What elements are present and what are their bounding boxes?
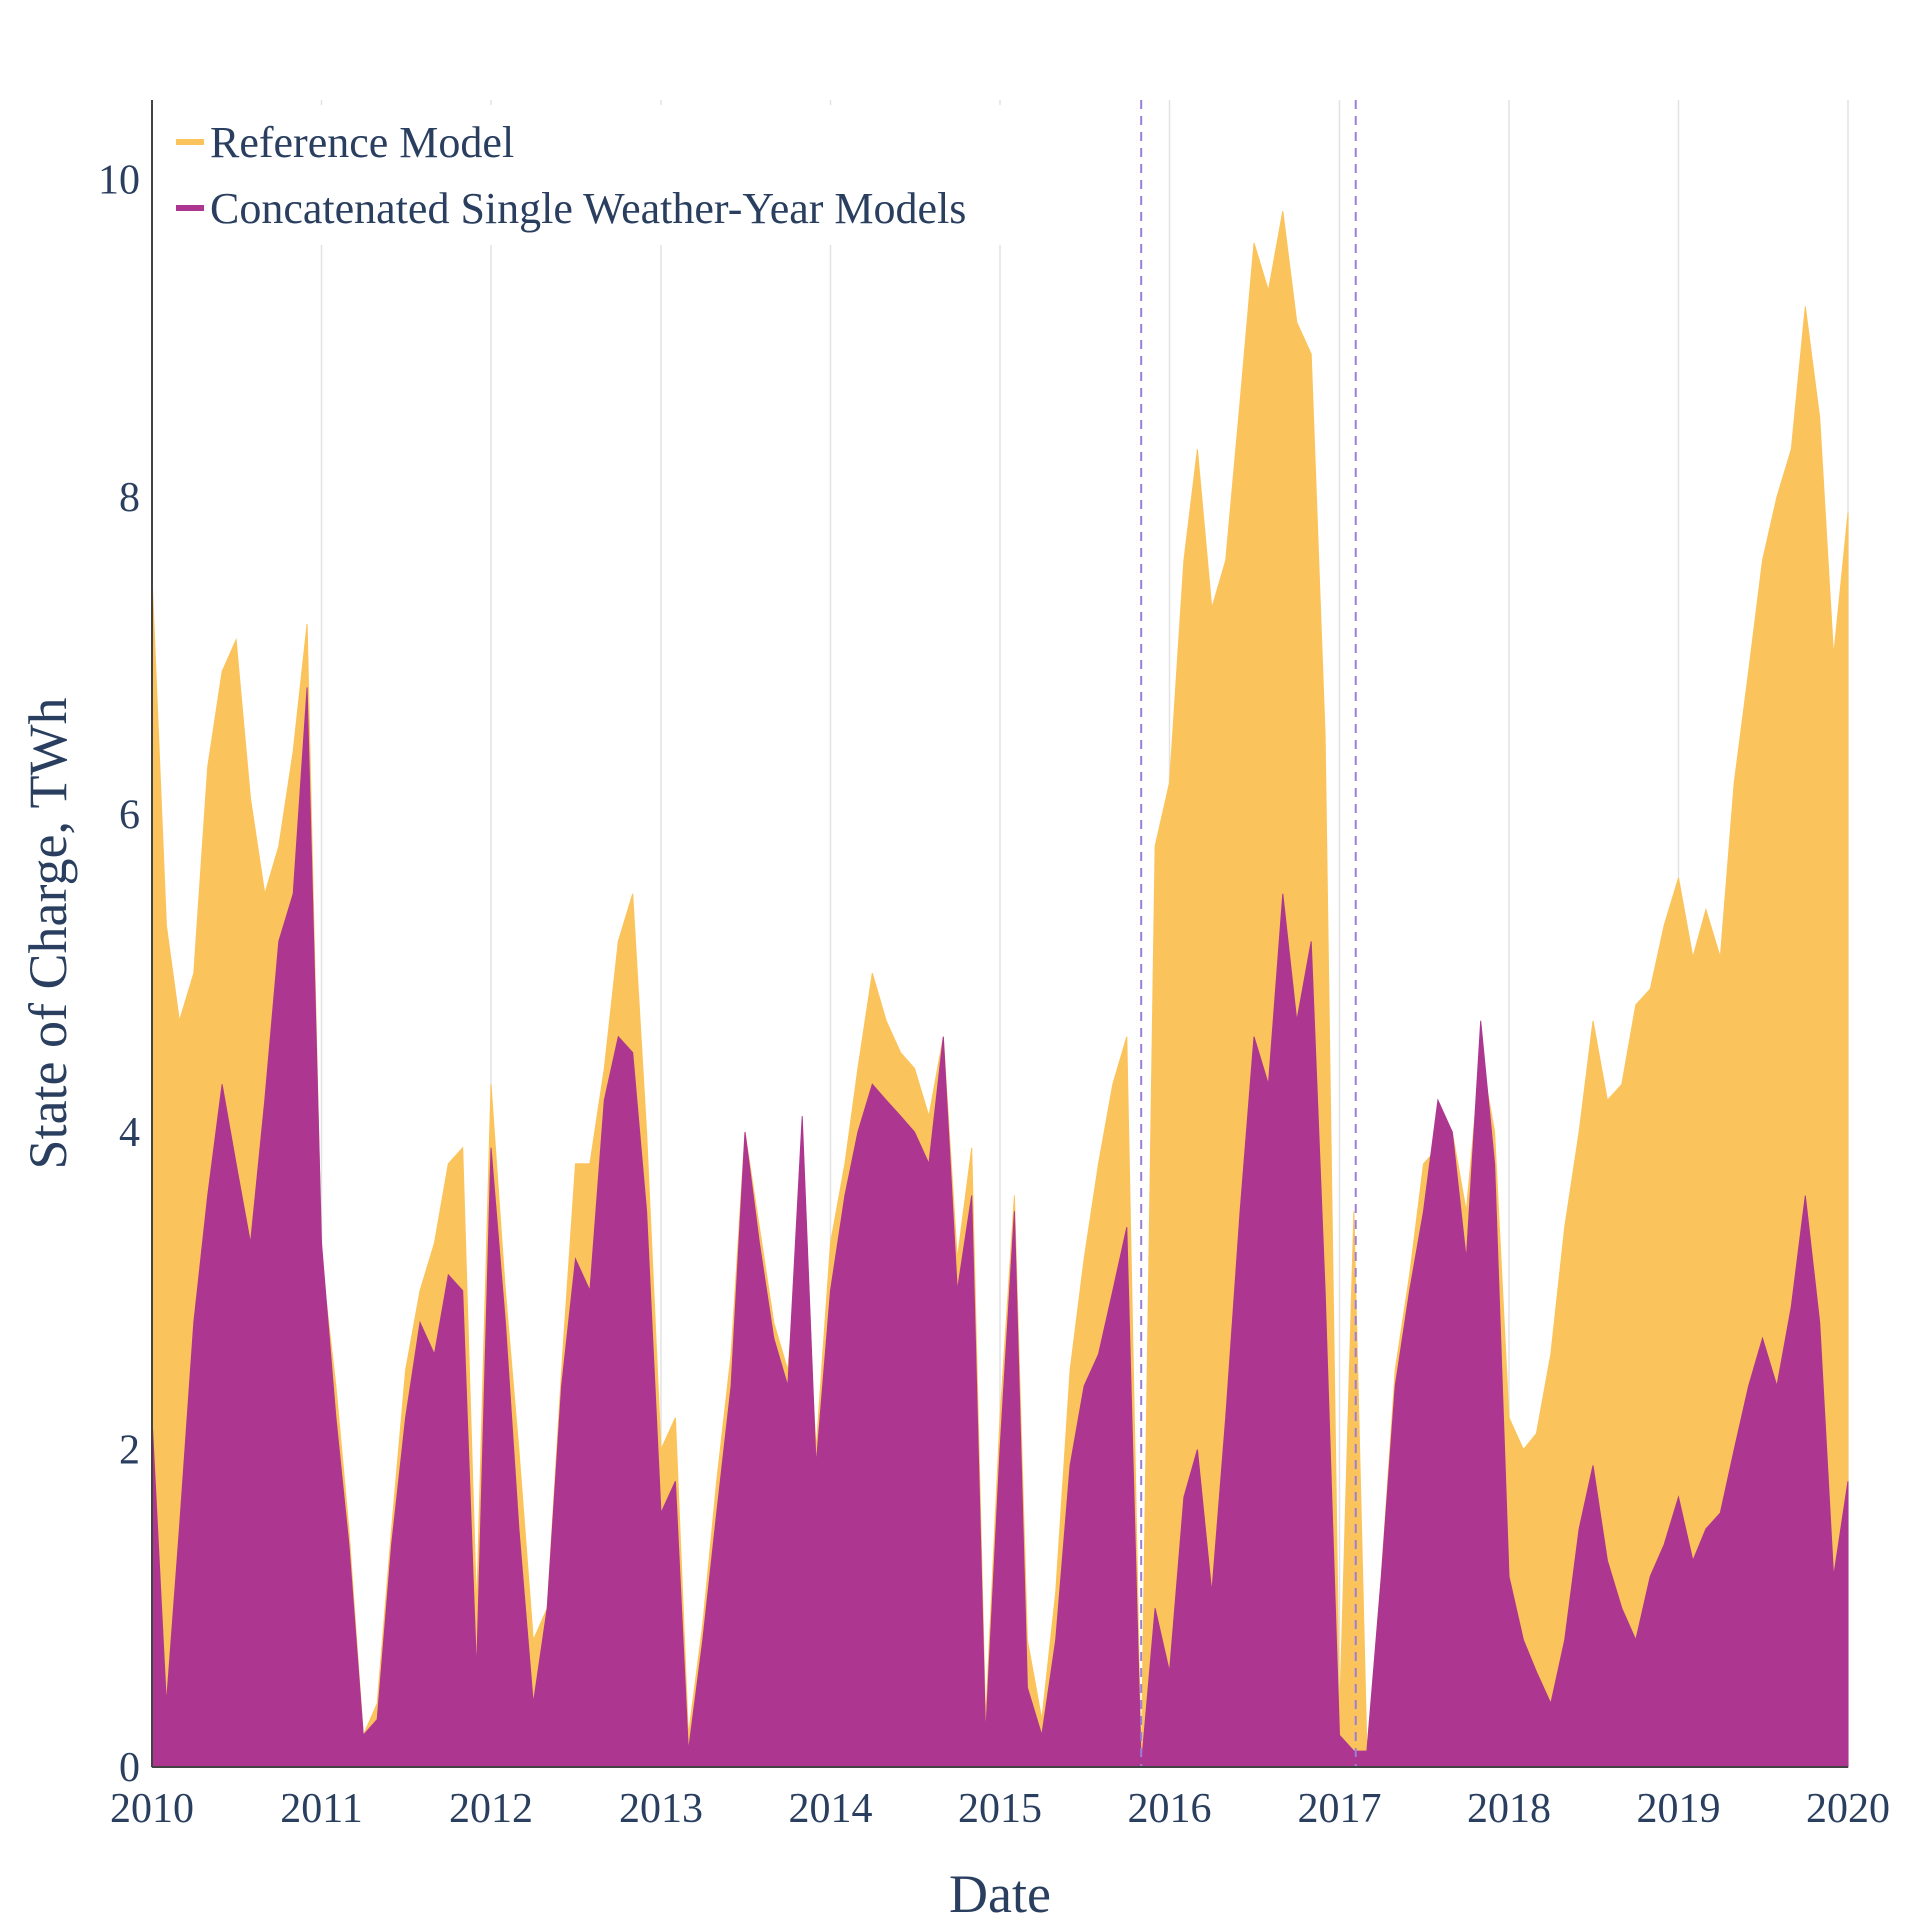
- legend-label-2: Concatenated Single Weather-Year Models: [210, 184, 966, 233]
- y-tick-8: 8: [119, 475, 140, 521]
- series-area-2: [151, 687, 1849, 1768]
- y-tick-labels: 0 2 4 6 8 10: [98, 157, 140, 1791]
- x-tick-2016: 2016: [1128, 1786, 1212, 1832]
- legend-label-1: Reference Model: [210, 118, 514, 167]
- y-tick-2: 2: [119, 1427, 140, 1473]
- x-tick-2017: 2017: [1297, 1786, 1381, 1832]
- x-tick-2013: 2013: [619, 1786, 703, 1832]
- x-tick-2014: 2014: [788, 1786, 872, 1832]
- y-tick-4: 4: [119, 1110, 140, 1156]
- y-tick-0: 0: [119, 1745, 140, 1791]
- x-tick-2012: 2012: [449, 1786, 533, 1832]
- x-tick-2019: 2019: [1636, 1786, 1720, 1832]
- legend-background: [162, 105, 1062, 245]
- x-tick-2011: 2011: [280, 1786, 362, 1832]
- x-tick-2020: 2020: [1806, 1786, 1890, 1832]
- series-areas: [151, 211, 1849, 1768]
- axes: [151, 100, 1848, 1768]
- legend: Reference Model Concatenated Single Weath…: [162, 105, 1062, 245]
- x-axis-title: Date: [949, 1864, 1051, 1920]
- x-tick-2010: 2010: [110, 1786, 194, 1832]
- x-tick-2018: 2018: [1467, 1786, 1551, 1832]
- y-axis-title: State of Charge, TWh: [18, 698, 78, 1170]
- y-tick-6: 6: [119, 792, 140, 838]
- vertical-dashed-markers: [1140, 100, 1357, 1767]
- x-tick-2015: 2015: [958, 1786, 1042, 1832]
- y-tick-10: 10: [98, 157, 140, 203]
- x-tick-labels: 2010 2011 2012 2013 2014 2015 2016 2017 2018 2019…: [110, 1786, 1890, 1832]
